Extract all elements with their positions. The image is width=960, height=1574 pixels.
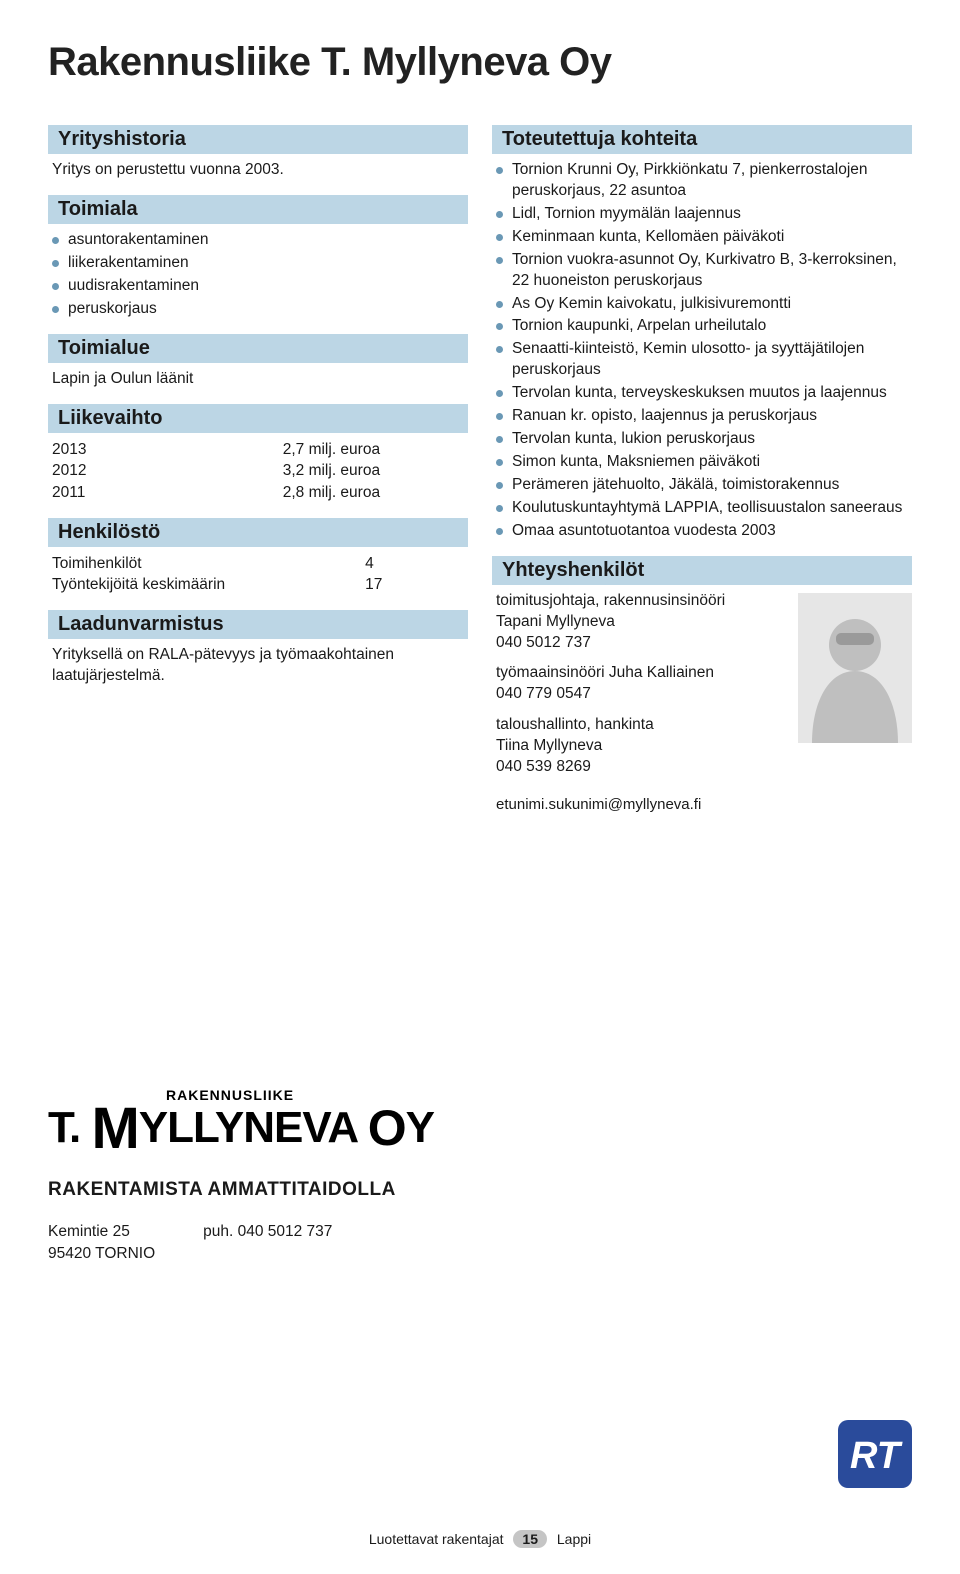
contact-phone: 040 539 8269: [496, 757, 788, 778]
left-column: Yrityshistoria Yritys on perustettu vuon…: [48, 125, 468, 827]
hk-value: 4: [365, 553, 464, 575]
contact-phone: 040 779 0547: [496, 684, 788, 705]
list-item: As Oy Kemin kaivokatu, julkisivuremontti: [496, 294, 908, 315]
section-history-header: Yrityshistoria: [48, 125, 468, 154]
person-photo-icon: [798, 593, 912, 743]
list-item: Lidl, Tornion myymälän laajennus: [496, 204, 908, 225]
list-item: peruskorjaus: [52, 299, 464, 320]
address-line: Kemintie 25: [48, 1221, 155, 1243]
address-phone: puh. 040 5012 737: [203, 1221, 332, 1264]
contact-title: työmaainsinööri Juha Kalliainen: [496, 663, 788, 684]
section-contacts-header: Yhteyshenkilöt: [492, 556, 912, 585]
contact-email: etunimi.sukunimi@myllyneva.fi: [492, 788, 912, 813]
lv-value: 2,8 milj. euroa: [283, 482, 464, 504]
contact-name: Tapani Myllyneva: [496, 612, 788, 633]
address-row: Kemintie 25 95420 TORNIO puh. 040 5012 7…: [48, 1221, 912, 1264]
logo-part: YLLYNEVA: [139, 1103, 368, 1152]
logo-part: Y: [406, 1103, 434, 1152]
section-toimialue-header: Toimialue: [48, 334, 468, 363]
list-item: Tornion Krunni Oy, Pirkkiönkatu 7, pienk…: [496, 160, 908, 202]
hk-value: 17: [365, 574, 464, 596]
company-logo: RAKENNUSLIIKE T. MYLLYNEVA OY: [48, 1087, 912, 1155]
hk-label: Toimihenkilöt: [52, 553, 365, 575]
laatu-body: Yrityksellä on RALA-pätevyys ja työmaako…: [48, 645, 468, 687]
footer-right: Lappi: [557, 1531, 591, 1547]
section-toimiala-header: Toimiala: [48, 195, 468, 224]
toimialue-body: Lapin ja Oulun läänit: [48, 369, 468, 390]
page-footer: Luotettavat rakentajat 15 Lappi: [0, 1530, 960, 1548]
logo-main: T. MYLLYNEVA OY: [48, 1103, 912, 1155]
section-henkilosto-header: Henkilöstö: [48, 518, 468, 547]
logo-part: T.: [48, 1103, 91, 1152]
svg-text:RT: RT: [850, 1435, 903, 1477]
list-item: Ranuan kr. opisto, laajennus ja peruskor…: [496, 406, 908, 427]
logo-part: M: [91, 1096, 138, 1161]
list-item: Koulutuskuntayhtymä LAPPIA, teollisuusta…: [496, 498, 908, 519]
contact-name: Tiina Myllyneva: [496, 736, 788, 757]
contact-photo: [798, 593, 912, 743]
history-body: Yritys on perustettu vuonna 2003.: [48, 160, 468, 181]
right-column: Toteutettuja kohteita Tornion Krunni Oy,…: [492, 125, 912, 827]
logo-pretitle: RAKENNUSLIIKE: [166, 1087, 912, 1103]
logo-part: O: [368, 1100, 406, 1156]
list-item: Tervolan kunta, terveyskeskuksen muutos …: [496, 383, 908, 404]
lv-year: 2011: [52, 482, 283, 504]
content-columns: Yrityshistoria Yritys on perustettu vuon…: [48, 125, 912, 827]
section-liikevaihto-header: Liikevaihto: [48, 404, 468, 433]
address-line: 95420 TORNIO: [48, 1243, 155, 1265]
list-item: Tornion kaupunki, Arpelan urheilutalo: [496, 316, 908, 337]
contact-title: taloushallinto, hankinta: [496, 715, 788, 736]
footer-left: Luotettavat rakentajat: [369, 1531, 504, 1547]
list-item: uudisrakentaminen: [52, 276, 464, 297]
tagline: RAKENTAMISTA AMMATTITAIDOLLA: [48, 1179, 912, 1201]
lv-value: 2,7 milj. euroa: [283, 439, 464, 461]
list-item: Perämeren jätehuolto, Jäkälä, toimistora…: [496, 475, 908, 496]
lv-year: 2012: [52, 460, 283, 482]
kohteet-list: Tornion Krunni Oy, Pirkkiönkatu 7, pienk…: [492, 160, 912, 542]
list-item: liikerakentaminen: [52, 253, 464, 274]
section-laatu-header: Laadunvarmistus: [48, 610, 468, 639]
toimiala-list: asuntorakentaminen liikerakentaminen uud…: [48, 230, 468, 320]
list-item: Tervolan kunta, lukion peruskorjaus: [496, 429, 908, 450]
list-item: Senaatti-kiinteistö, Kemin ulosotto- ja …: [496, 339, 908, 381]
footer-pagenum: 15: [513, 1530, 547, 1548]
list-item: Omaa asuntotuotantoa vuodesta 2003: [496, 521, 908, 542]
list-item: Simon kunta, Maksniemen päiväkoti: [496, 452, 908, 473]
contact-phone: 040 5012 737: [496, 633, 788, 654]
list-item: Keminmaan kunta, Kellomäen päiväkoti: [496, 227, 908, 248]
lv-year: 2013: [52, 439, 283, 461]
hk-label: Työntekijöitä keskimäärin: [52, 574, 365, 596]
rt-logo-icon: RT: [838, 1420, 912, 1488]
lv-value: 3,2 milj. euroa: [283, 460, 464, 482]
list-item: Tornion vuokra-asunnot Oy, Kurkivatro B,…: [496, 250, 908, 292]
section-kohteet-header: Toteutettuja kohteita: [492, 125, 912, 154]
contact-title: toimitusjohtaja, rakennusinsinööri: [496, 591, 788, 612]
list-item: asuntorakentaminen: [52, 230, 464, 251]
company-title: Rakennusliike T. Myllyneva Oy: [48, 40, 912, 85]
